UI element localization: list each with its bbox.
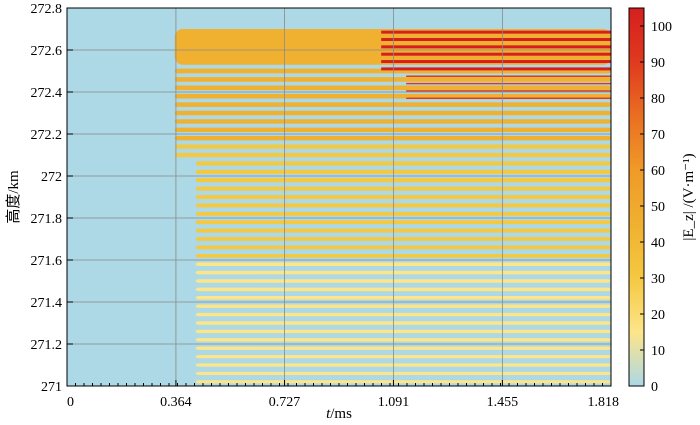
field-layer [195,321,611,325]
field-layer [195,270,611,275]
field-layer [195,169,611,174]
colorbar-tick-label: 50 [651,200,665,215]
field-layer [195,237,611,241]
colorbar-gradient [628,7,645,387]
x-tick-label: 1.091 [378,395,410,410]
field-layer [174,127,611,132]
x-tick-label: 1.455 [487,395,519,410]
y-tick-label: 272.2 [31,128,63,143]
colorbar-tick-label: 10 [651,344,665,359]
breakup-streak [381,52,611,56]
y-tick-label: 271 [41,380,62,395]
field-layer [195,245,611,250]
breakup-streak [406,75,611,77]
colorbar-tick-label: 0 [651,380,658,395]
y-axis: 271 271.2 271.4 271.6 271.8 272 272.2 272.4 272.… [31,2,73,395]
grid-lines [67,8,611,386]
breakup-streak [381,38,611,41]
field-layer [174,102,611,107]
colorbar: 0 10 20 30 40 50 60 70 80 90 100 |E_z| /(V·m⁻¹) [628,7,697,395]
field-layer [174,136,611,141]
colorbar-tick-label: 60 [651,164,665,179]
breakup-streak [406,90,611,92]
breakup-streak [381,45,611,49]
colorbar-tick-label: 70 [651,128,665,143]
x-tick-label: 1.818 [588,395,620,410]
field-layer [174,85,611,91]
x-axis-title-symbol: t [326,406,331,422]
plot-area [66,7,612,387]
x-tick-label: 0 [67,395,74,410]
y-tick-label: 271.4 [31,296,63,311]
colorbar-tick-label: 100 [651,20,672,35]
field-layer [174,144,611,149]
breakup-streak [381,30,611,34]
y-tick-label: 271.2 [31,338,63,353]
field-layer [195,304,611,308]
field-layer [195,287,611,292]
field-layer [195,178,611,183]
field-layer [195,228,611,233]
field-layer [195,380,611,384]
field-layer [195,338,611,342]
colorbar-ticks: 0 10 20 30 40 50 60 70 80 90 100 [640,20,672,395]
field-layer [195,186,611,191]
y-axis-title: 高度/km [5,170,22,224]
breakup-streak [381,67,611,71]
y-tick-label: 272.6 [31,44,63,59]
colorbar-title: |E_z| /(V·m⁻¹) [681,153,697,240]
field-layer [174,152,611,158]
x-axis: 0 0.364 0.727 1.091 1.455 1.818 [66,380,620,410]
colorbar-tick-label: 80 [651,92,665,107]
breakup-streak [406,82,611,85]
field-layer [195,220,611,225]
y-tick-label: 272.4 [31,86,63,101]
field-layer [195,279,611,283]
colorbar-tick-label: 20 [651,308,665,323]
x-tick-label: 0.364 [160,395,192,410]
field-layer [195,253,611,258]
field-layer [195,211,611,216]
x-axis-title-unit: /ms [330,406,352,422]
colorbar-tick-label: 30 [651,272,665,287]
field-layer [195,161,611,166]
field-layer [195,363,611,367]
field-layer [195,296,611,300]
x-axis-title: t/ms [326,406,352,422]
field-layer [195,203,611,208]
y-tick-label: 271.8 [31,212,63,227]
colorbar-tick-label: 40 [651,236,665,251]
breakup-streak [381,60,611,64]
field-layer [174,110,611,116]
field-layer [195,354,611,359]
colorbar-tick-label: 90 [651,56,665,71]
field-layer [174,119,611,124]
y-tick-label: 272.8 [31,2,63,17]
field-layer [174,77,611,82]
field-layer [174,93,611,99]
field-layer [195,194,611,200]
breakup-streak [406,97,611,100]
field-layer [195,312,611,317]
field-layer [195,262,611,267]
x-tick-label: 0.727 [269,395,301,410]
y-tick-label: 272 [41,170,62,185]
field-layer [195,346,611,350]
field-layers [174,29,611,384]
field-layer [195,329,611,334]
field-layer [195,371,611,375]
y-tick-label: 271.6 [31,254,63,269]
